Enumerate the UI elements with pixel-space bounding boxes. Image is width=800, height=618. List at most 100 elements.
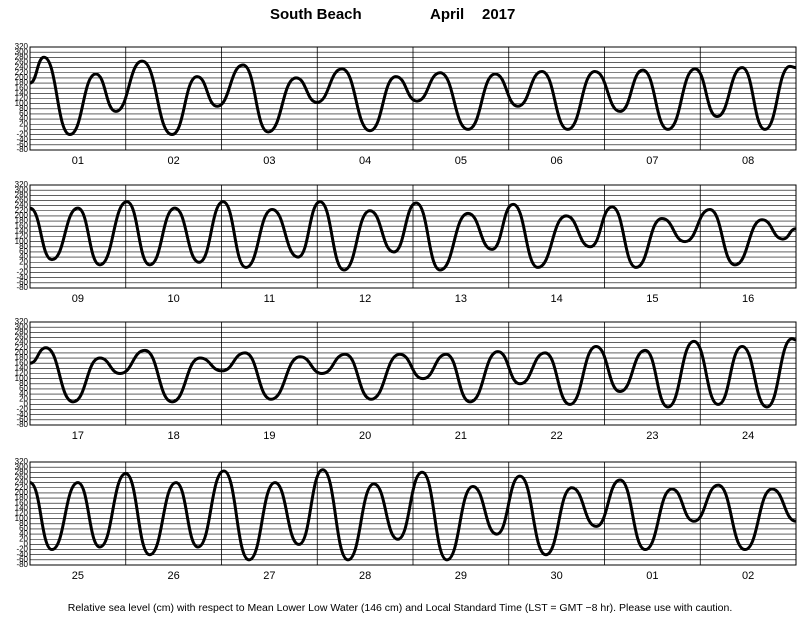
day-label: 01 bbox=[72, 155, 84, 167]
y-tick-label: -80 bbox=[16, 560, 28, 569]
day-label: 17 bbox=[72, 430, 84, 442]
day-label: 16 bbox=[742, 293, 754, 305]
y-tick-label: 260 bbox=[15, 196, 29, 205]
day-label: 12 bbox=[359, 293, 371, 305]
day-label: 06 bbox=[551, 155, 563, 167]
y-tick-label: 40 bbox=[19, 114, 28, 123]
y-tick-label: -40 bbox=[16, 550, 28, 559]
day-label: 08 bbox=[742, 155, 754, 167]
tide-line bbox=[30, 200, 796, 272]
day-label: 11 bbox=[264, 293, 275, 305]
y-tick-label: 160 bbox=[15, 498, 29, 507]
panel: -80-60-40-200204060801001201401601802002… bbox=[15, 42, 797, 167]
y-tick-label: 200 bbox=[15, 211, 29, 220]
panel: -80-60-40-200204060801001201401601802002… bbox=[15, 317, 797, 442]
y-tick-label: 260 bbox=[15, 333, 29, 342]
y-tick-label: 80 bbox=[19, 242, 28, 251]
y-tick-label: 0 bbox=[24, 400, 29, 409]
tide-line bbox=[30, 337, 796, 409]
y-tick-label: -80 bbox=[16, 420, 28, 429]
y-tick-label: 320 bbox=[15, 317, 29, 326]
y-tick-label: 200 bbox=[15, 488, 29, 497]
day-label: 04 bbox=[359, 155, 371, 167]
y-tick-label: -40 bbox=[16, 410, 28, 419]
day-label: 24 bbox=[742, 430, 754, 442]
y-tick-label: 280 bbox=[15, 467, 29, 476]
y-tick-label: 120 bbox=[15, 232, 29, 241]
y-tick-label: 120 bbox=[15, 94, 29, 103]
y-tick-label: 280 bbox=[15, 52, 29, 61]
y-tick-label: -20 bbox=[16, 130, 28, 139]
y-tick-label: -60 bbox=[16, 415, 28, 424]
y-tick-label: 300 bbox=[15, 322, 29, 331]
y-tick-label: 320 bbox=[15, 180, 29, 189]
y-tick-label: 60 bbox=[19, 247, 28, 256]
day-label: 28 bbox=[359, 570, 371, 582]
y-tick-label: 20 bbox=[19, 534, 28, 543]
y-tick-label: 140 bbox=[15, 88, 29, 97]
y-tick-label: 0 bbox=[24, 263, 29, 272]
y-tick-label: 220 bbox=[15, 206, 29, 215]
y-tick-label: 260 bbox=[15, 473, 29, 482]
day-label: 26 bbox=[168, 570, 180, 582]
day-label: 18 bbox=[168, 430, 180, 442]
y-tick-label: 180 bbox=[15, 216, 29, 225]
y-tick-label: 60 bbox=[19, 524, 28, 533]
y-tick-label: -60 bbox=[16, 278, 28, 287]
y-tick-label: 40 bbox=[19, 252, 28, 261]
day-label: 30 bbox=[551, 570, 563, 582]
y-tick-label: 300 bbox=[15, 185, 29, 194]
day-label: 20 bbox=[359, 430, 371, 442]
month-title: April bbox=[430, 6, 464, 23]
plot-frame bbox=[29, 46, 797, 151]
y-tick-label: 80 bbox=[19, 519, 28, 528]
y-tick-label: 240 bbox=[15, 201, 29, 210]
tide-line bbox=[30, 468, 796, 562]
y-tick-label: 240 bbox=[15, 478, 29, 487]
panel: -80-60-40-200204060801001201401601802002… bbox=[15, 457, 797, 582]
y-tick-label: 260 bbox=[15, 58, 29, 67]
tide-line bbox=[30, 55, 796, 137]
day-label: 29 bbox=[455, 570, 467, 582]
y-tick-label: 80 bbox=[19, 379, 28, 388]
y-tick-label: 180 bbox=[15, 78, 29, 87]
y-tick-label: 160 bbox=[15, 358, 29, 367]
day-label: 21 bbox=[455, 430, 467, 442]
y-tick-label: 220 bbox=[15, 343, 29, 352]
y-tick-label: -20 bbox=[16, 268, 28, 277]
y-tick-label: 160 bbox=[15, 83, 29, 92]
day-label: 02 bbox=[168, 155, 180, 167]
year-title: 2017 bbox=[482, 6, 515, 23]
day-label: 25 bbox=[72, 570, 84, 582]
y-tick-label: 160 bbox=[15, 221, 29, 230]
day-label: 02 bbox=[742, 570, 754, 582]
y-tick-label: 40 bbox=[19, 529, 28, 538]
y-tick-label: 40 bbox=[19, 389, 28, 398]
day-label: 14 bbox=[551, 293, 563, 305]
y-tick-label: 280 bbox=[15, 327, 29, 336]
y-tick-label: 80 bbox=[19, 104, 28, 113]
day-label: 13 bbox=[455, 293, 467, 305]
y-tick-label: -60 bbox=[16, 140, 28, 149]
y-tick-label: 300 bbox=[15, 462, 29, 471]
plot-frame bbox=[29, 321, 797, 426]
y-tick-label: -80 bbox=[16, 283, 28, 292]
day-label: 01 bbox=[646, 570, 658, 582]
y-tick-label: 100 bbox=[15, 374, 29, 383]
y-tick-label: 20 bbox=[19, 394, 28, 403]
y-tick-label: 320 bbox=[15, 457, 29, 466]
y-tick-label: 240 bbox=[15, 338, 29, 347]
y-tick-label: -60 bbox=[16, 555, 28, 564]
y-tick-label: 240 bbox=[15, 63, 29, 72]
y-tick-label: 140 bbox=[15, 226, 29, 235]
y-tick-label: 220 bbox=[15, 483, 29, 492]
y-tick-label: 100 bbox=[15, 514, 29, 523]
y-tick-label: 100 bbox=[15, 99, 29, 108]
y-tick-label: 200 bbox=[15, 73, 29, 82]
day-label: 15 bbox=[646, 293, 658, 305]
panel: -80-60-40-200204060801001201401601802002… bbox=[15, 180, 797, 305]
y-tick-label: 120 bbox=[15, 509, 29, 518]
y-tick-label: 120 bbox=[15, 369, 29, 378]
day-label: 19 bbox=[263, 430, 275, 442]
